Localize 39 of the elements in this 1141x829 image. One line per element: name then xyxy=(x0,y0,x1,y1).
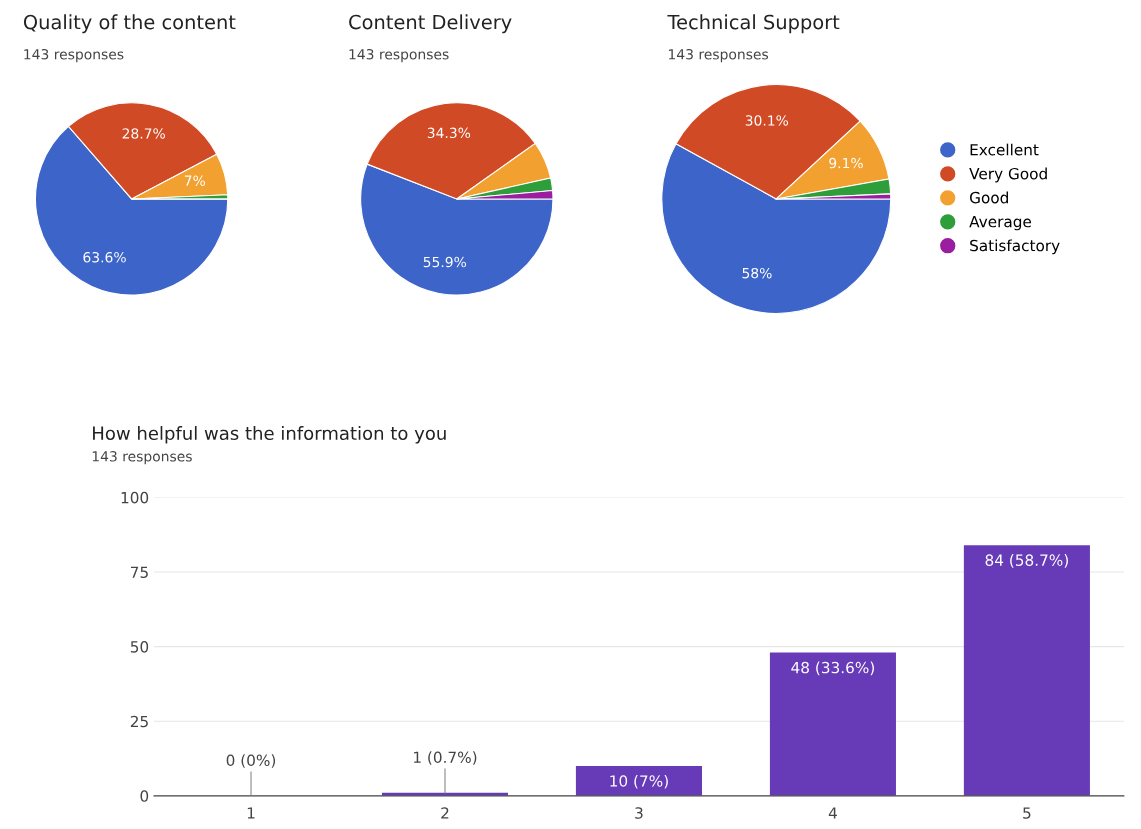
x-tick-label: 2 xyxy=(441,807,449,819)
data-label: 34.3% xyxy=(427,127,471,139)
chart-title: How helpful was the information to you xyxy=(93,426,446,444)
data-label: 28.7% xyxy=(122,128,165,139)
data-label: 63.6% xyxy=(83,252,126,263)
legend-label: Average xyxy=(969,215,1032,231)
y-tick-label: 0 xyxy=(140,790,149,802)
chart-subtitle: 143 responses xyxy=(669,48,769,63)
data-label: 30.1% xyxy=(745,115,789,126)
legend-label: Satisfactory xyxy=(970,239,1060,255)
bar xyxy=(963,545,1090,796)
legend-label: Very Good xyxy=(969,167,1047,183)
legend-label: Good xyxy=(969,191,1008,204)
y-tick-label: 100 xyxy=(121,491,149,504)
bar xyxy=(575,766,702,796)
data-label: 58% xyxy=(742,267,772,279)
x-tick-label: 4 xyxy=(828,807,837,819)
data-label: 0 (0%) xyxy=(226,754,276,768)
data-label: 1 (0.7%) xyxy=(414,751,477,765)
data-label: 10 (7%) xyxy=(610,774,668,789)
data-label: 48 (33.6%) xyxy=(791,661,874,676)
y-tick-label: 25 xyxy=(130,715,148,728)
chart-title: Technical Support xyxy=(667,14,840,34)
data-label: 55.9% xyxy=(423,256,467,268)
chart-title: Quality of the content xyxy=(23,14,236,34)
chart-subtitle: 143 responses xyxy=(349,48,449,63)
y-tick-label: 75 xyxy=(130,566,148,579)
data-label: 9.1% xyxy=(829,157,863,169)
bar xyxy=(769,652,896,796)
x-tick-label: 5 xyxy=(1023,807,1031,819)
x-tick-label: 3 xyxy=(635,807,643,819)
y-tick-label: 50 xyxy=(130,641,149,653)
chart-title: Content Delivery xyxy=(349,14,512,34)
chart-subtitle: 143 responses xyxy=(24,48,124,63)
x-tick-label: 1 xyxy=(247,807,255,819)
legend-label: Excellent xyxy=(970,143,1039,156)
data-label: 84 (58.7%) xyxy=(985,554,1068,568)
chart-subtitle: 143 responses xyxy=(92,451,192,465)
data-label: 7% xyxy=(184,175,205,186)
